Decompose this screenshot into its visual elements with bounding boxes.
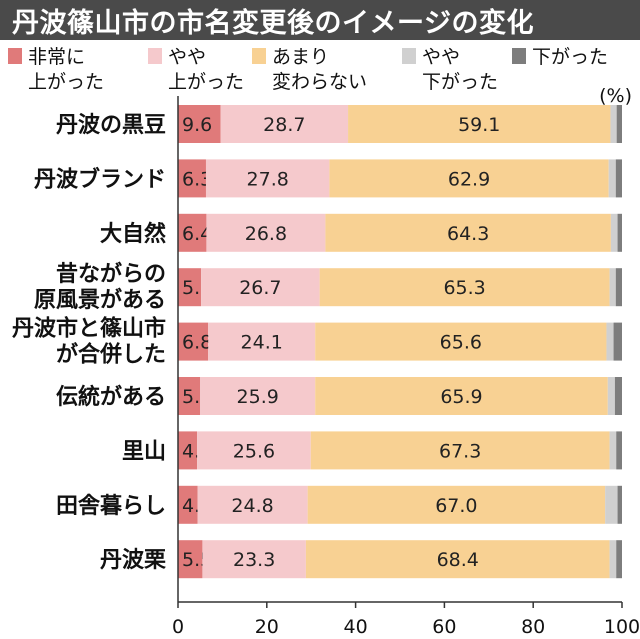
bar-segment (614, 377, 622, 415)
bar-segment (616, 540, 622, 579)
bar-segment (319, 268, 610, 307)
data-label: 9.6 (182, 114, 212, 136)
legend-swatch (402, 48, 416, 64)
bar-segment (610, 213, 618, 252)
bar-segment (315, 322, 607, 361)
chart-title: 丹波篠山市の市名変更後のイメージの変化 (0, 0, 640, 40)
category-label: 丹波市と篠山市が合併した (12, 316, 166, 368)
bar-segment (329, 159, 609, 198)
legend-label: あまり変わらない (272, 46, 367, 93)
bar-segment (605, 485, 618, 524)
bar-segment (305, 540, 610, 579)
bar-segment (197, 485, 308, 524)
legend-swatch (512, 48, 526, 64)
category-label: 丹波栗 (100, 548, 166, 573)
bar-segment (178, 377, 201, 415)
data-label: 59.1 (458, 114, 500, 136)
bar-segment (613, 322, 622, 361)
bar-segment (178, 431, 198, 470)
data-label: 23.3 (233, 549, 275, 571)
bar-segment (201, 268, 320, 307)
x-tick-label: 80 (521, 616, 545, 638)
data-label: 67.0 (435, 495, 477, 517)
data-label: 24.1 (241, 332, 283, 354)
bar-segment (205, 159, 330, 198)
bar-segment (616, 431, 622, 470)
bar-segment (615, 159, 622, 198)
bar-segment (325, 213, 611, 252)
category-label: 昔ながらの原風景がある (34, 261, 166, 313)
category-label: 伝統がある (56, 384, 166, 410)
bar-segment (208, 322, 316, 361)
category-labels: 丹波の黒豆丹波ブランド大自然昔ながらの原風景がある丹波市と篠山市が合併した伝統が… (12, 113, 166, 573)
legend-swatch (8, 48, 22, 64)
legend-label: やや下がった (422, 46, 498, 93)
bar-segment (178, 213, 207, 252)
category-label: 大自然 (100, 221, 166, 247)
bar-segment (178, 540, 203, 579)
x-axis: 0 20 40 60 80 100 (172, 96, 640, 638)
data-label: 28.7 (263, 114, 305, 136)
data-label: 6.3 (182, 168, 212, 190)
data-label: 6.4 (182, 223, 212, 245)
bar-segment (178, 105, 221, 143)
data-label: 62.9 (448, 168, 490, 190)
data-label: 26.8 (245, 223, 287, 245)
bar-segment (607, 377, 615, 415)
bar-segment (608, 159, 616, 198)
bar-segment (615, 268, 622, 307)
data-label: 67.3 (439, 440, 481, 462)
bar-segment (609, 540, 617, 579)
data-label: 25.6 (233, 440, 275, 462)
category-label: 丹波の黒豆 (56, 113, 166, 138)
category-label: 田舎暮らし (56, 494, 166, 519)
bar-segment (178, 159, 206, 198)
bar-segment (315, 377, 608, 415)
bar-segment (206, 213, 326, 252)
legend-swatch (148, 48, 162, 64)
data-label: 27.8 (247, 168, 289, 190)
bar-segment (220, 105, 349, 143)
bar-segment (307, 485, 606, 524)
bar-segment (178, 268, 202, 307)
x-tick-label: 60 (432, 616, 456, 638)
bar-segment (178, 322, 209, 361)
bar-segment (606, 322, 614, 361)
data-label: 25.9 (237, 386, 279, 408)
legend-label: 下がった (532, 46, 608, 68)
bar-segment (348, 105, 611, 143)
bar-segment (310, 431, 610, 470)
unit-label: (%) (599, 85, 632, 107)
bar-segment (617, 485, 622, 524)
bar-segment (617, 213, 622, 252)
bars: 9.6 28.7 59.16.3 27.8 62.96.4 26.8 64.35.2 26.7… (178, 105, 622, 579)
x-tick-label: 20 (255, 616, 279, 638)
data-label: 26.7 (239, 277, 281, 299)
legend-label: やや上がった (168, 46, 244, 93)
category-label: 丹波ブランド (34, 166, 166, 192)
bar-segment (202, 540, 306, 579)
data-label: 65.6 (440, 332, 482, 354)
x-tick-label: 100 (604, 616, 640, 638)
bar-segment (616, 105, 622, 143)
bar-segment (200, 377, 316, 415)
x-tick-label: 40 (344, 616, 368, 638)
bar-segment (197, 431, 311, 470)
data-label: 68.4 (437, 549, 479, 571)
category-label: 里山 (122, 439, 166, 464)
data-label: 6.8 (182, 332, 212, 354)
x-tick-label: 0 (172, 616, 184, 638)
data-label: 64.3 (447, 223, 489, 245)
bar-segment (609, 431, 617, 470)
bar-segment (609, 268, 616, 307)
bar-segment (610, 105, 617, 143)
legend-label: 非常に上がった (28, 46, 104, 93)
bar-segment (178, 485, 198, 524)
data-label: 65.9 (440, 386, 482, 408)
data-label: 24.8 (231, 495, 273, 517)
data-label: 65.3 (443, 277, 485, 299)
legend-swatch (252, 48, 266, 64)
